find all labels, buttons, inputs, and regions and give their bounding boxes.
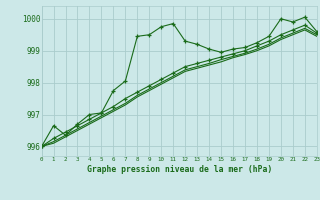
X-axis label: Graphe pression niveau de la mer (hPa): Graphe pression niveau de la mer (hPa) <box>87 165 272 174</box>
